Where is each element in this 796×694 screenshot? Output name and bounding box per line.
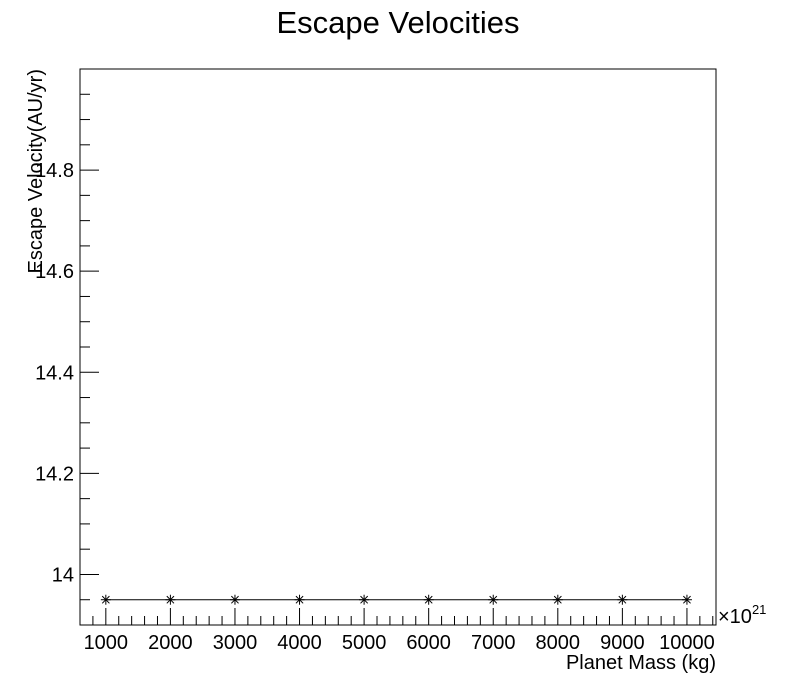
- data-point-marker: [294, 594, 305, 605]
- data-point-marker: [100, 594, 111, 605]
- plot-frame: [79, 68, 717, 626]
- data-point-marker: [229, 594, 240, 605]
- y-tick-label: 14.8: [35, 160, 74, 182]
- y-tick-label: 14.4: [35, 362, 74, 384]
- x-axis-ticks: [79, 608, 714, 625]
- x-tick-label: 5000: [342, 632, 387, 654]
- chart-title: Escape Velocities: [277, 5, 520, 40]
- data-point-marker: [617, 594, 628, 605]
- x-tick-label: 4000: [277, 632, 322, 654]
- x-tick-label: 1000: [84, 632, 129, 654]
- x-tick-label: 6000: [406, 632, 451, 654]
- y-tick-label: 14.2: [35, 463, 74, 485]
- x-tick-label: 10000: [659, 632, 715, 654]
- y-axis-label: Escape Velocity(AU/yr): [25, 69, 47, 274]
- y-tick-label: 14: [52, 564, 74, 586]
- x-axis-multiplier: ×1021: [718, 602, 766, 628]
- y-axis-tick-labels: 14 14.2 14.4 14.6 14.8: [35, 160, 74, 586]
- data-point-marker: [359, 594, 370, 605]
- data-point-marker: [165, 594, 176, 605]
- x-axis-multiplier-exponent: 21: [752, 602, 766, 617]
- x-tick-label: 9000: [600, 632, 645, 654]
- x-axis-tick-labels: 1000 2000 3000 4000 5000 6000 7000 8000 9000 1000…: [84, 632, 715, 654]
- data-point-marker: [681, 594, 692, 605]
- y-axis-ticks: [80, 68, 99, 626]
- data-point-marker: [552, 594, 563, 605]
- x-axis-label: Planet Mass (kg): [566, 652, 716, 674]
- data-point-marker: [488, 594, 499, 605]
- x-tick-label: 2000: [148, 632, 193, 654]
- x-tick-label: 8000: [536, 632, 581, 654]
- x-tick-label: 3000: [213, 632, 258, 654]
- series-layer: [100, 594, 692, 605]
- x-tick-label: 7000: [471, 632, 516, 654]
- data-point-marker: [423, 594, 434, 605]
- y-tick-label: 14.6: [35, 261, 74, 283]
- x-axis-multiplier-base: ×10: [718, 606, 752, 628]
